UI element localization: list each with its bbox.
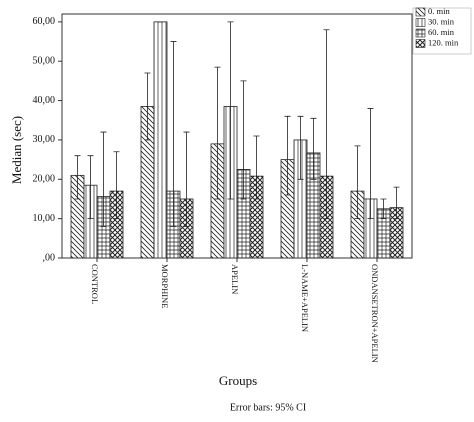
x-tick-label: L-NAME+APELIN (300, 264, 310, 332)
error-bar (170, 41, 177, 227)
x-tick-label: MORPHINE (160, 264, 170, 308)
y-tick-label: 20,00 (33, 174, 56, 185)
error-bar (74, 155, 81, 200)
error-bar (144, 72, 151, 141)
x-axis-title: Groups (219, 373, 257, 388)
error-bar (214, 66, 221, 200)
error-bar (227, 21, 234, 200)
error-bar (354, 145, 361, 220)
error-bar (183, 131, 190, 227)
error-bar (87, 155, 94, 220)
legend-label: 0. min (428, 6, 450, 16)
error-bar (393, 186, 400, 220)
y-axis-title: Median (sec) (9, 116, 24, 184)
bar (153, 21, 168, 259)
y-tick-label: 40,00 (33, 95, 56, 106)
y-tick-label: 60,00 (33, 16, 56, 27)
legend-label: 120. min (428, 37, 459, 47)
error-bar (113, 151, 120, 220)
y-tick-label: 50,00 (33, 56, 56, 67)
error-bar (367, 108, 374, 220)
x-tick-label: CONTROL (90, 264, 100, 304)
legend-swatch (415, 7, 426, 17)
legend-swatch (415, 39, 426, 48)
y-tick-label: 10,00 (33, 213, 56, 224)
error-bar (100, 131, 107, 227)
legend-label: 30. min (428, 16, 455, 26)
error-bar (253, 135, 260, 200)
y-tick-label: 30,00 (33, 134, 56, 145)
legend-swatch (415, 28, 426, 38)
note: Error bars: 95% CI (230, 402, 306, 413)
error-bar (297, 115, 304, 180)
x-tick-label: APELIN (230, 264, 240, 294)
y-tick-label: ,00 (43, 252, 56, 263)
error-bar (284, 115, 291, 196)
legend-swatch (415, 18, 426, 27)
x-tick-label: ONDANSETRON+APELIN (370, 264, 380, 363)
error-bar (310, 117, 317, 180)
legend-label: 60. min (428, 27, 455, 37)
error-bar (380, 198, 387, 220)
error-bar (323, 29, 330, 220)
error-bar (240, 80, 247, 200)
